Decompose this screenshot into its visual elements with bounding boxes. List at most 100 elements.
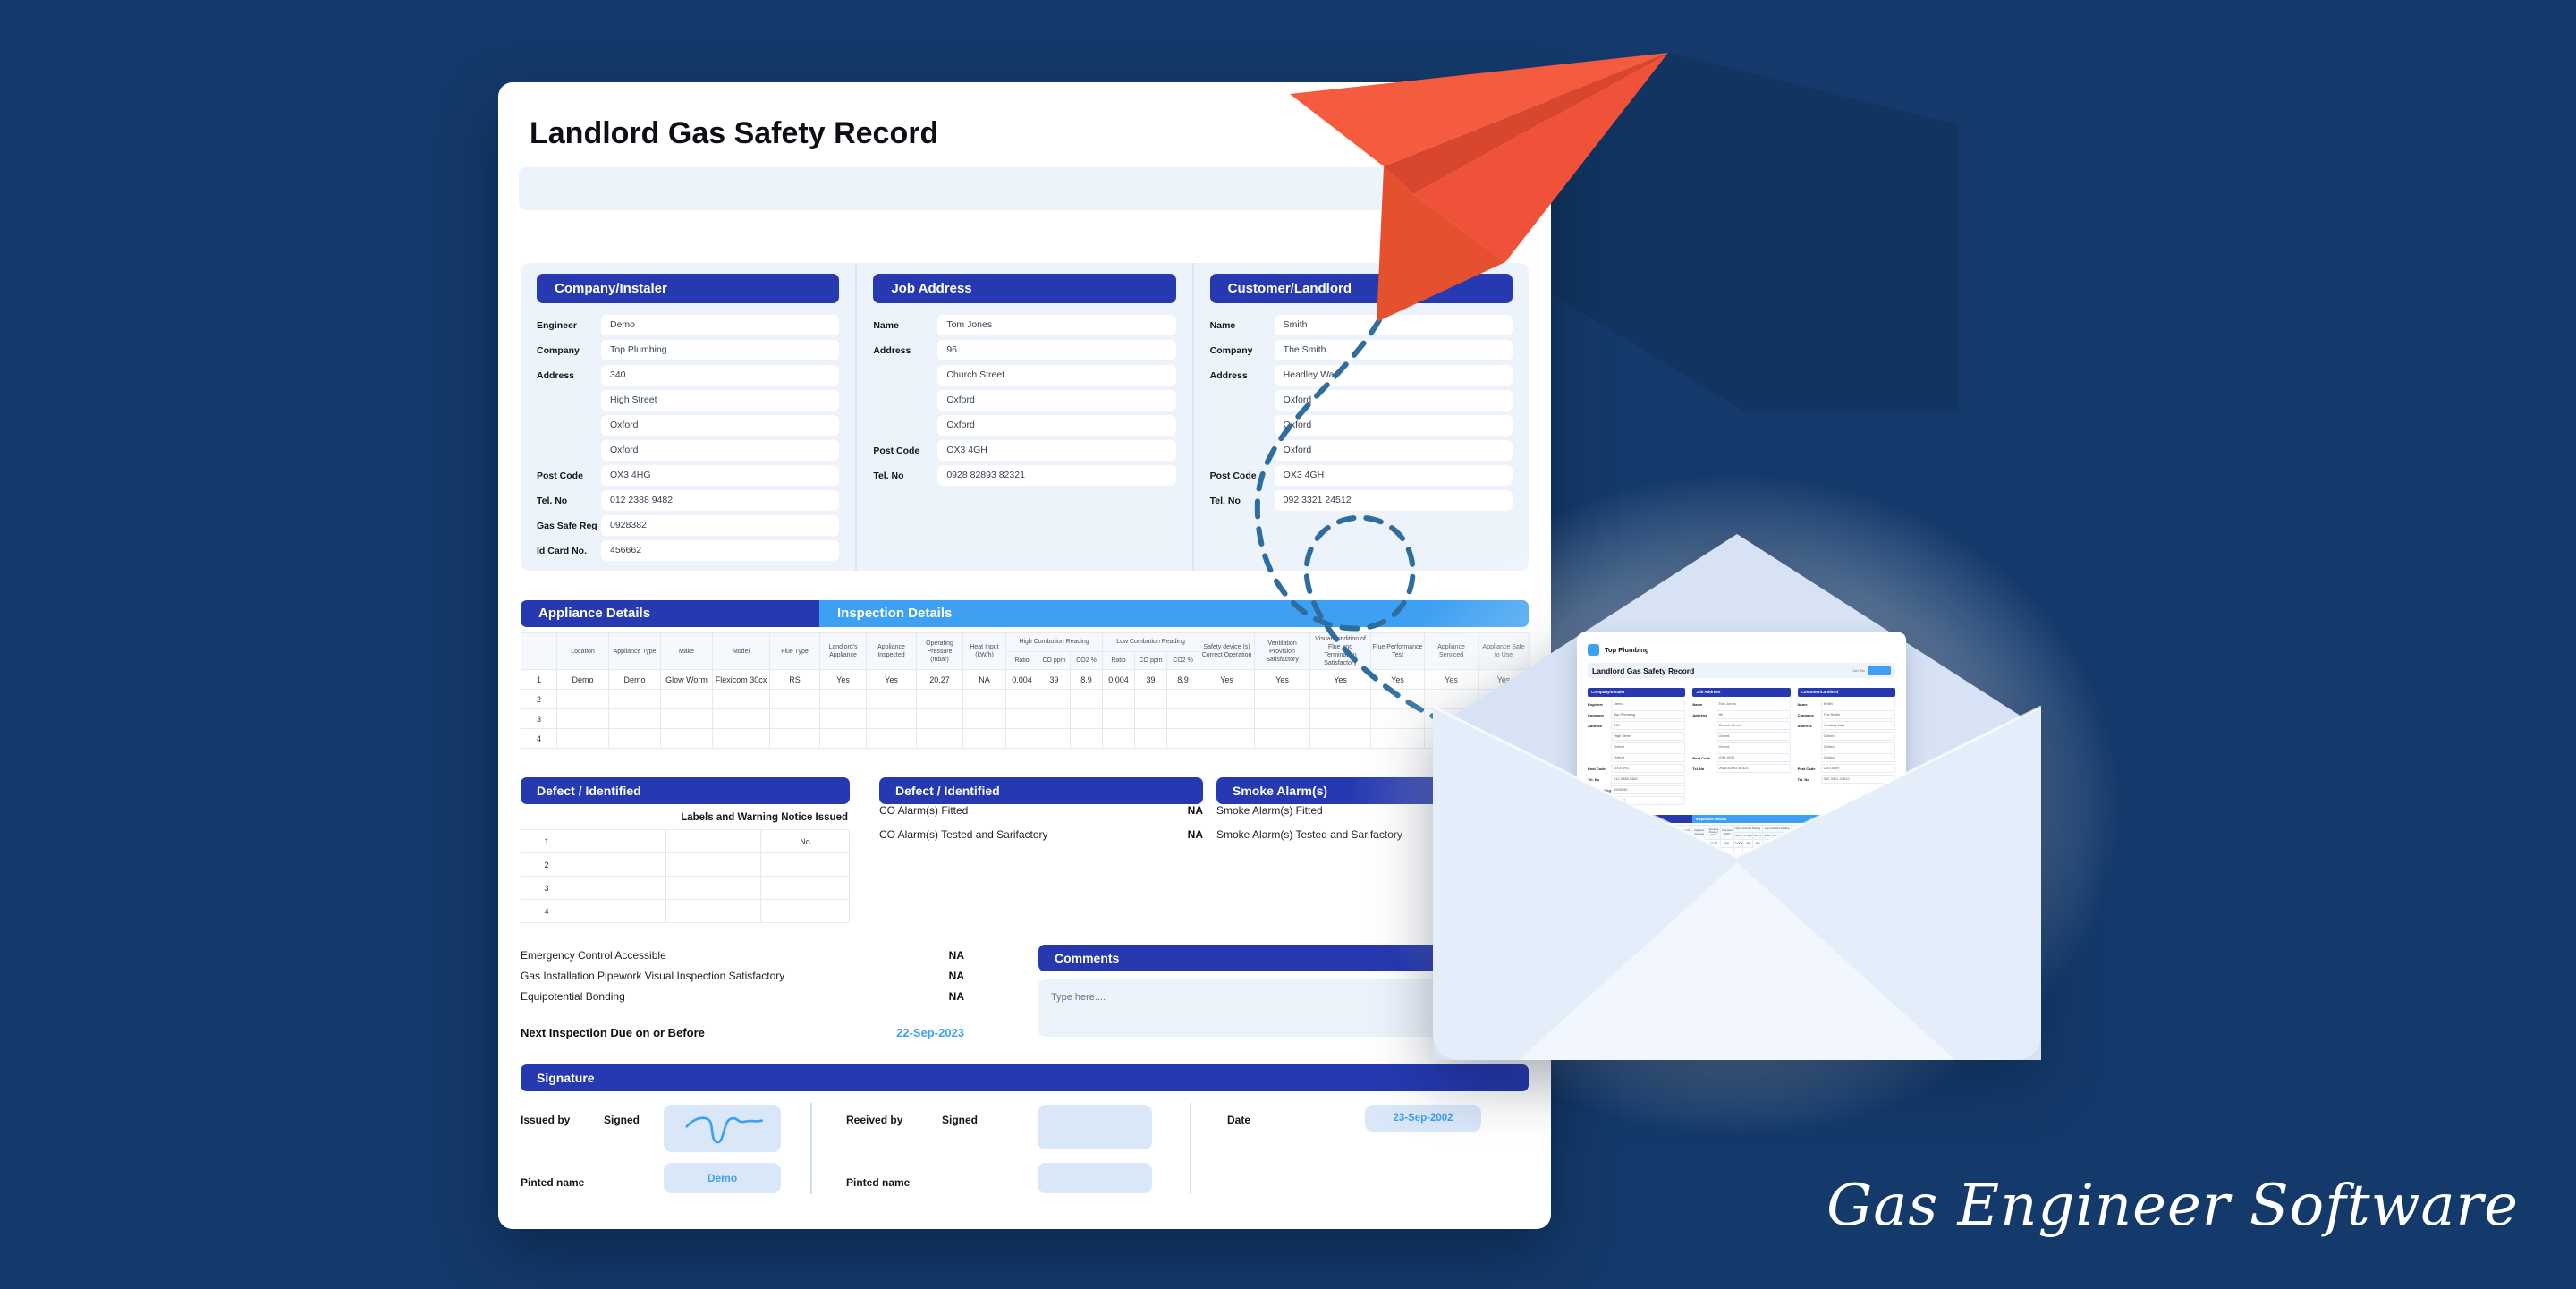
field-value[interactable]: Oxford [1611, 742, 1686, 751]
table-cell[interactable] [608, 708, 661, 730]
table-cell[interactable] [1038, 728, 1071, 750]
table-cell[interactable]: 39 [1134, 669, 1168, 691]
table-cell[interactable] [665, 899, 761, 923]
field-value[interactable]: The Smith [1274, 340, 1513, 360]
table-cell[interactable] [1166, 728, 1200, 750]
table-cell[interactable]: Demo [556, 669, 609, 691]
table-cell[interactable]: No [760, 829, 850, 853]
table-cell[interactable] [1005, 708, 1038, 730]
table-cell[interactable] [1069, 708, 1104, 730]
table-cell[interactable] [608, 728, 661, 750]
field-value[interactable]: Top Plumbing [1611, 710, 1686, 719]
table-cell[interactable] [556, 708, 609, 730]
co-alarm-tested-value[interactable]: NA [1187, 828, 1203, 841]
field-value[interactable]: Smith [1274, 315, 1513, 335]
table-cell[interactable] [572, 852, 666, 877]
table-cell[interactable] [712, 689, 770, 710]
table-cell[interactable] [769, 708, 820, 730]
field-value[interactable]: 012 2388 9482 [601, 490, 840, 511]
field-value[interactable]: 0928 82893 82321 [937, 465, 1176, 486]
field-value[interactable]: 340 [601, 365, 840, 386]
issued-printed-name-box[interactable]: Demo [664, 1163, 781, 1193]
table-cell[interactable] [1102, 728, 1136, 750]
table-cell[interactable] [1134, 708, 1168, 730]
table-cell[interactable] [916, 708, 963, 730]
table-cell[interactable] [660, 708, 713, 730]
received-signature-box[interactable] [1038, 1105, 1152, 1149]
field-value[interactable]: Oxford [1820, 732, 1895, 741]
table-cell[interactable] [866, 689, 917, 710]
table-cell[interactable] [1166, 689, 1200, 710]
table-cell[interactable]: 20.27 [916, 669, 963, 691]
field-value[interactable]: 0928382 [1611, 785, 1686, 794]
field-value[interactable]: Oxford [601, 440, 840, 461]
field-value[interactable]: 0928 82893 82321 [1716, 764, 1791, 773]
field-value[interactable]: Oxford [1716, 742, 1791, 751]
table-cell[interactable] [1005, 728, 1038, 750]
table-cell[interactable] [556, 728, 609, 750]
table-cell[interactable]: 39 [1038, 669, 1071, 691]
table-cell[interactable] [866, 708, 917, 730]
table-cell[interactable] [916, 689, 963, 710]
field-value[interactable]: 96 [1716, 710, 1791, 719]
table-cell[interactable]: Glow Worm [660, 669, 713, 691]
table-cell[interactable] [556, 689, 609, 710]
field-value[interactable]: Tom Jones [937, 315, 1176, 335]
field-value[interactable]: Headley Way [1274, 365, 1513, 386]
field-value[interactable]: Oxford [937, 390, 1176, 411]
field-value[interactable]: Tom Jones [1716, 700, 1791, 708]
table-cell[interactable]: Flexicom 30cx [712, 669, 770, 691]
field-value[interactable]: Church Street [1716, 721, 1791, 730]
field-value[interactable]: Oxford [601, 415, 840, 436]
field-value[interactable]: High Street [1611, 732, 1686, 741]
table-cell[interactable] [769, 728, 820, 750]
table-cell[interactable] [1005, 689, 1038, 710]
pipework-inspection-value[interactable]: NA [948, 969, 964, 982]
table-cell[interactable] [572, 829, 666, 853]
field-value[interactable]: OX3 4GH [937, 440, 1176, 461]
table-cell[interactable]: 0.004 [1102, 669, 1136, 691]
field-value[interactable]: OX3 4GH [1716, 753, 1791, 762]
table-cell[interactable]: Yes [866, 669, 917, 691]
field-value[interactable]: 340 [1611, 721, 1686, 730]
table-cell[interactable] [572, 899, 666, 923]
table-cell[interactable] [1069, 728, 1104, 750]
table-cell[interactable]: NA [962, 669, 1006, 691]
received-printed-name-box[interactable] [1038, 1163, 1152, 1193]
issued-signature-box[interactable] [664, 1105, 781, 1152]
table-cell[interactable] [962, 708, 1006, 730]
table-cell[interactable] [665, 852, 761, 877]
field-value[interactable]: OX3 4GH [1820, 764, 1895, 773]
table-cell[interactable] [1134, 728, 1168, 750]
field-value[interactable]: 0928382 [601, 515, 840, 536]
field-value[interactable]: Oxford [1820, 742, 1895, 751]
field-value[interactable]: 012 2388 9482 [1611, 775, 1686, 784]
table-cell[interactable]: 8.9 [1166, 669, 1200, 691]
table-cell[interactable] [660, 728, 713, 750]
field-value[interactable]: The Smith [1820, 710, 1895, 719]
table-cell[interactable]: Demo [608, 669, 661, 691]
table-cell[interactable] [916, 728, 963, 750]
field-value[interactable]: Demo [601, 315, 840, 335]
table-cell[interactable] [819, 689, 867, 710]
table-cell[interactable] [962, 689, 1006, 710]
table-cell[interactable] [760, 876, 850, 900]
field-value[interactable]: Oxford [937, 415, 1176, 436]
table-cell[interactable] [665, 876, 761, 900]
table-cell[interactable] [1166, 708, 1200, 730]
table-cell[interactable] [712, 728, 770, 750]
table-cell[interactable] [1134, 689, 1168, 710]
table-cell[interactable] [1038, 689, 1071, 710]
field-value[interactable]: OX3 4HG [1611, 764, 1686, 773]
field-value[interactable]: Oxford [1820, 753, 1895, 762]
field-value[interactable]: Oxford [1274, 390, 1513, 411]
co-alarm-fitted-value[interactable]: NA [1187, 804, 1203, 817]
table-cell[interactable] [660, 689, 713, 710]
table-cell[interactable] [962, 728, 1006, 750]
table-cell[interactable]: 0.004 [1005, 669, 1038, 691]
table-cell[interactable]: 8.9 [1069, 669, 1104, 691]
field-value[interactable]: OX3 4HG [601, 465, 840, 486]
table-cell[interactable]: RS [769, 669, 820, 691]
table-cell[interactable] [760, 852, 850, 877]
field-value[interactable]: Headley Way [1820, 721, 1895, 730]
